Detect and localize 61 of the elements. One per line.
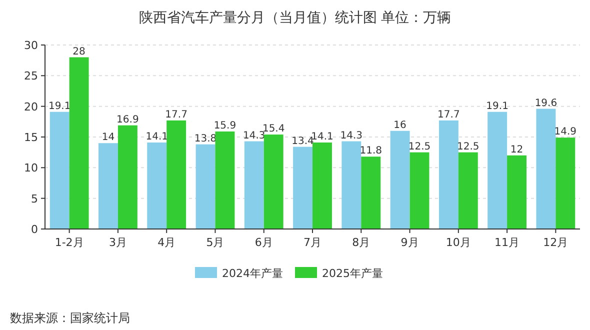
y-tick-label: 5 xyxy=(31,192,38,206)
x-tick-label: 12月 xyxy=(543,236,568,249)
y-tick-label: 25 xyxy=(24,70,38,83)
bar xyxy=(69,57,89,229)
bar xyxy=(293,146,312,229)
data-label: 19.1 xyxy=(486,100,508,112)
data-label: 17.7 xyxy=(165,109,188,120)
bar xyxy=(488,112,508,229)
data-label: 14 xyxy=(102,132,115,144)
x-tick-label: 3月 xyxy=(108,236,127,249)
y-tick-label: 15 xyxy=(24,131,38,144)
bar xyxy=(390,130,410,229)
data-label: 13.8 xyxy=(194,133,217,144)
legend-label: 2024年产量 xyxy=(222,267,283,280)
bar xyxy=(556,138,576,229)
bar xyxy=(536,108,556,229)
x-tick-label: 5月 xyxy=(206,236,224,249)
data-label: 19.6 xyxy=(534,98,558,109)
y-tick-label: 10 xyxy=(24,162,38,175)
data-label: 14.3 xyxy=(243,130,266,142)
source-note: 数据来源：国家统计局 xyxy=(10,311,130,325)
bar xyxy=(147,142,167,229)
data-label: 16 xyxy=(394,120,406,131)
data-label: 15.9 xyxy=(214,120,236,132)
x-tick-label: 8月 xyxy=(352,236,370,249)
y-tick-label: 0 xyxy=(31,223,38,236)
bar xyxy=(244,141,264,229)
bar xyxy=(458,152,478,229)
data-label: 12.5 xyxy=(457,141,480,152)
data-label: 13.4 xyxy=(292,136,314,147)
bar xyxy=(342,141,362,229)
bar xyxy=(312,142,332,229)
data-label: 19.1 xyxy=(48,100,71,112)
x-tick-label: 6月 xyxy=(254,236,273,249)
x-tick-label: 1-2月 xyxy=(54,236,84,249)
data-label: 28 xyxy=(72,46,86,58)
bar xyxy=(264,134,284,229)
bar xyxy=(438,120,458,229)
bar xyxy=(215,131,235,229)
bar xyxy=(410,152,430,229)
y-tick-label: 20 xyxy=(24,100,38,114)
bar xyxy=(507,155,526,229)
y-tick-label: 30 xyxy=(24,39,38,52)
legend-label: 2025年产量 xyxy=(322,267,383,280)
x-tick-label: 4月 xyxy=(158,236,176,249)
bar xyxy=(118,125,138,229)
x-tick-label: 11月 xyxy=(494,236,520,249)
x-tick-label: 9月 xyxy=(400,236,419,249)
bar xyxy=(361,156,381,229)
bar xyxy=(50,112,70,229)
x-tick-label: 10月 xyxy=(446,236,471,249)
data-label: 17.7 xyxy=(438,109,460,120)
data-label: 12.5 xyxy=(408,141,431,152)
bar xyxy=(166,120,186,229)
bar xyxy=(196,144,216,229)
data-label: 14.3 xyxy=(340,130,363,142)
data-label: 12 xyxy=(510,144,524,156)
bar xyxy=(98,143,118,229)
x-tick-label: 7月 xyxy=(304,236,322,249)
chart-title: 陕西省汽车产量分月（当月值）统计图 单位：万辆 xyxy=(138,10,452,26)
data-label: 16.9 xyxy=(116,114,139,126)
